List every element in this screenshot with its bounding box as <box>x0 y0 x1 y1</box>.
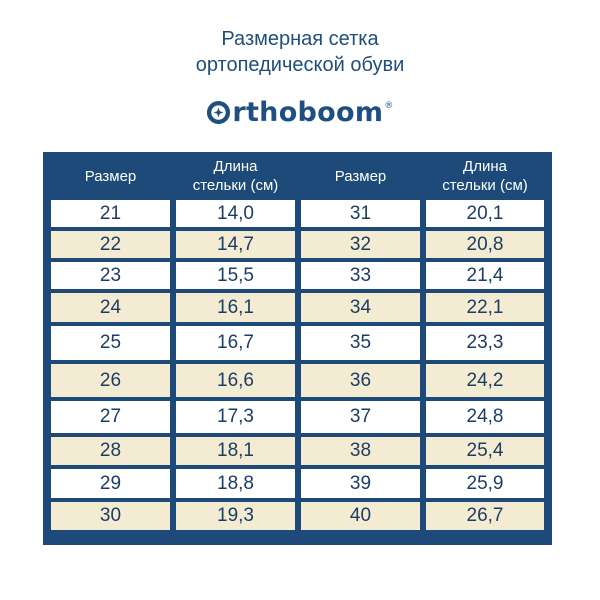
insole-length-cell: 16,6 <box>176 364 295 397</box>
insole-length-cell: 26,7 <box>426 502 544 530</box>
insole-length-cell: 16,7 <box>176 326 295 360</box>
size-cell: 31 <box>301 200 420 227</box>
size-cell: 28 <box>51 437 170 465</box>
insole-length-cell: 21,4 <box>426 262 544 289</box>
brand-logo: rthoboom ® <box>0 94 600 130</box>
insole-length-cell: 25,4 <box>426 437 544 465</box>
size-cell: 23 <box>51 262 170 289</box>
insole-length-cell: 20,8 <box>426 231 544 258</box>
size-cell: 21 <box>51 200 170 227</box>
insole-length-cell: 17,3 <box>176 401 295 433</box>
size-cell: 30 <box>51 502 170 530</box>
brand-name: rthoboom <box>232 96 384 128</box>
column-header-line: Размер <box>84 167 137 185</box>
column-header: Длина стельки (см) <box>176 156 295 196</box>
size-table: Размер Длина стельки (см) Размер Длина стельк… <box>43 152 552 545</box>
size-cell: 26 <box>51 364 170 397</box>
insole-length-cell: 23,3 <box>426 326 544 360</box>
size-cell: 36 <box>301 364 420 397</box>
size-cell: 29 <box>51 469 170 498</box>
insole-length-cell: 19,3 <box>176 502 295 530</box>
insole-length-cell: 15,5 <box>176 262 295 289</box>
registered-mark: ® <box>384 101 394 111</box>
column-header-line: стельки (см) <box>442 177 528 194</box>
size-cell: 32 <box>301 231 420 258</box>
column-header: Размер <box>51 156 170 196</box>
column-header: Длина стельки (см) <box>426 156 544 196</box>
insole-length-cell: 22,1 <box>426 293 544 322</box>
insole-length-cell: 20,1 <box>426 200 544 227</box>
size-cell: 35 <box>301 326 420 360</box>
page-subtitle: ортопедической обуви <box>195 54 405 76</box>
column-header-line: Длина <box>463 158 507 175</box>
column-header: Размер <box>301 156 420 196</box>
size-cell: 40 <box>301 502 420 530</box>
insole-length-cell: 18,1 <box>176 437 295 465</box>
insole-length-cell: 24,2 <box>426 364 544 397</box>
insole-length-cell: 18,8 <box>176 469 295 498</box>
size-cell: 38 <box>301 437 420 465</box>
insole-length-cell: 14,7 <box>176 231 295 258</box>
size-cell: 24 <box>51 293 170 322</box>
column-header-line: Размер <box>334 167 387 185</box>
insole-length-cell: 16,1 <box>176 293 295 322</box>
insole-length-cell: 25,9 <box>426 469 544 498</box>
logo-o-icon <box>207 100 231 124</box>
size-cell: 37 <box>301 401 420 433</box>
column-header-line: стельки (см) <box>192 177 279 194</box>
size-cell: 25 <box>51 326 170 360</box>
insole-length-cell: 24,8 <box>426 401 544 433</box>
size-cell: 33 <box>301 262 420 289</box>
size-cell: 34 <box>301 293 420 322</box>
size-cell: 27 <box>51 401 170 433</box>
column-header-line: Длина <box>213 158 258 175</box>
page-title: Размерная сетка <box>221 28 379 50</box>
insole-length-cell: 14,0 <box>176 200 295 227</box>
size-cell: 39 <box>301 469 420 498</box>
size-cell: 22 <box>51 231 170 258</box>
